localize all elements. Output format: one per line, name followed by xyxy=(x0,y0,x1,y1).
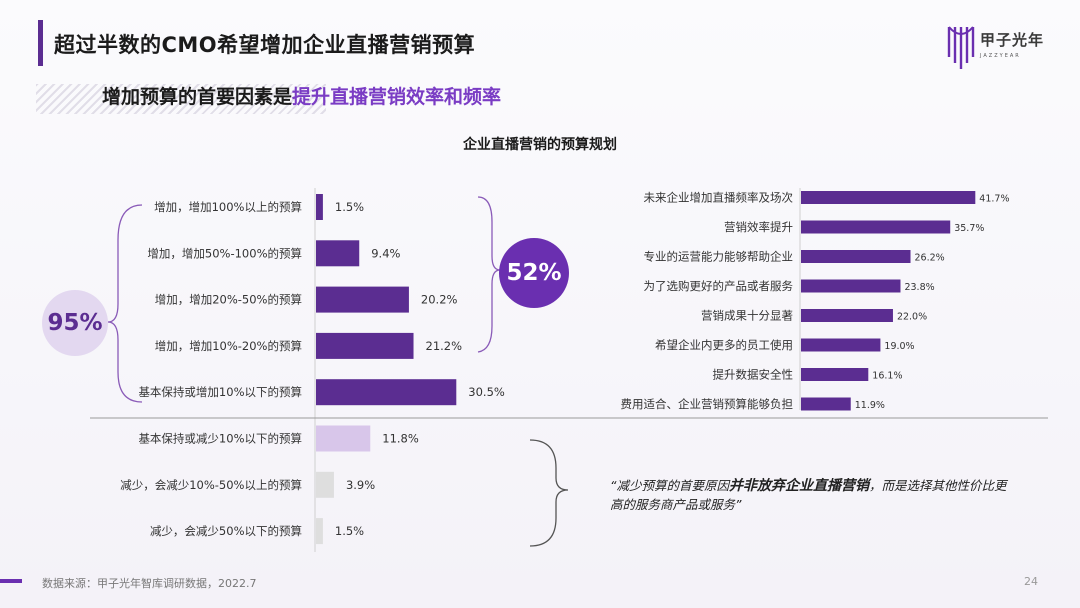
reason-bar xyxy=(801,368,869,381)
page-number: 24 xyxy=(1024,575,1038,588)
budget-bar xyxy=(316,425,371,452)
decrease-reason-quote: “减少预算的首要原因并非放弃企业直播营销，而是选择其他性价比更高的服务商产品或服… xyxy=(610,476,1010,514)
budget-category-label: 基本保持或减少10%以下的预算 xyxy=(138,432,302,446)
page-title: 超过半数的CMO希望增加企业直播营销预算 xyxy=(54,33,476,57)
brand-logo: 甲子光年 JAZZYEAR xyxy=(946,23,1056,71)
budget-value-label: 30.5% xyxy=(468,385,505,399)
reason-category-label: 提升数据安全性 xyxy=(713,368,794,382)
budget-category-label: 减少，会减少50%以下的预算 xyxy=(150,524,302,538)
budget-category-label: 增加，增加100%以上的预算 xyxy=(154,200,302,214)
reason-value-label: 41.7% xyxy=(979,194,1009,205)
budget-category-label: 基本保持或增加10%以下的预算 xyxy=(138,385,302,399)
brace-decrease xyxy=(529,439,569,547)
quote-suffix: ，而是选择其他性价比更高的服务商产品或服务” xyxy=(610,478,1007,513)
quote-bold: 并非放弃企业直播营销 xyxy=(728,478,869,494)
budget-category-label: 减少，会减少10%-50%以上的预算 xyxy=(120,478,302,492)
reason-bar xyxy=(801,309,893,322)
reason-category-label: 营销成果十分显著 xyxy=(701,309,793,323)
footer-accent xyxy=(0,579,22,583)
budget-value-label: 1.5% xyxy=(335,200,364,214)
reason-bar xyxy=(801,191,976,204)
logo-name: 甲子光年 xyxy=(980,31,1045,49)
budget-category-label: 增加，增加20%-50%的预算 xyxy=(155,293,302,307)
budget-value-label: 3.9% xyxy=(346,478,375,492)
reason-value-label: 19.0% xyxy=(884,341,914,352)
reason-value-label: 26.2% xyxy=(915,253,945,264)
page-subtitle: 增加预算的首要因素是提升直播营销效率和频率 xyxy=(102,82,501,109)
reason-category-label: 专业的运营能力能够帮助企业 xyxy=(644,250,794,264)
budget-value-label: 20.2% xyxy=(421,293,458,307)
increase-major-bubble: 52% xyxy=(499,238,569,308)
budget-value-label: 9.4% xyxy=(371,246,400,260)
reason-bar xyxy=(801,397,851,411)
budget-category-label: 增加，增加50%-100%的预算 xyxy=(147,246,302,260)
reason-value-label: 11.9% xyxy=(855,400,885,411)
reason-value-label: 35.7% xyxy=(954,223,984,234)
increase-total-bubble: 95% xyxy=(42,290,108,356)
budget-bar xyxy=(316,240,360,267)
reason-category-label: 未来企业增加直播频率及场次 xyxy=(644,191,794,205)
chart-title: 企业直播营销的预算规划 xyxy=(463,137,617,153)
budget-bar xyxy=(316,194,323,220)
reason-value-label: 16.1% xyxy=(872,371,902,382)
reason-value-label: 23.8% xyxy=(904,282,934,293)
title-accent-bar xyxy=(38,20,43,66)
reason-bar xyxy=(801,279,901,293)
budget-category-label: 增加，增加10%-20%的预算 xyxy=(155,339,302,353)
budget-bar xyxy=(316,286,409,313)
subtitle-highlight: 提升直播营销效率和频率 xyxy=(292,86,502,108)
budget-value-label: 1.5% xyxy=(335,524,364,538)
budget-bar xyxy=(316,379,457,406)
budget-bar xyxy=(316,471,334,498)
reason-category-label: 费用适合、企业营销预算能够负担 xyxy=(621,397,794,411)
logo-subtext: JAZZYEAR xyxy=(980,53,1021,59)
reason-bar xyxy=(801,250,911,263)
reason-bar xyxy=(801,338,881,352)
budget-bar xyxy=(316,332,414,359)
budget-bar xyxy=(316,518,323,545)
brace-increase-major xyxy=(477,196,501,353)
brace-increase-all xyxy=(107,204,143,403)
quote-prefix: “减少预算的首要原因 xyxy=(610,478,729,493)
reason-category-label: 为了选购更好的产品或者服务 xyxy=(644,279,794,293)
reason-category-label: 营销效率提升 xyxy=(724,220,793,234)
reason-category-label: 希望企业内更多的员工使用 xyxy=(655,338,793,352)
subtitle-prefix: 增加预算的首要因素是 xyxy=(102,86,293,108)
reason-value-label: 22.0% xyxy=(897,312,927,323)
budget-plan-bar-chart: 增加，增加100%以上的预算 1.5% 增加，增加50%-100%的预算 9.4% 增加… xyxy=(120,194,505,545)
reason-bar xyxy=(801,220,951,234)
logo-mark-icon xyxy=(947,26,975,69)
budget-value-label: 11.8% xyxy=(382,432,419,446)
subtitle-decoration xyxy=(36,84,326,114)
budget-value-label: 21.2% xyxy=(426,339,463,353)
data-source: 数据来源：甲子光年智库调研数据，2022.7 xyxy=(42,577,257,590)
increase-reasons-bar-chart: 未来企业增加直播频率及场次 41.7% 营销效率提升 35.7% 专业的运营能力能够帮助… xyxy=(621,191,1010,412)
